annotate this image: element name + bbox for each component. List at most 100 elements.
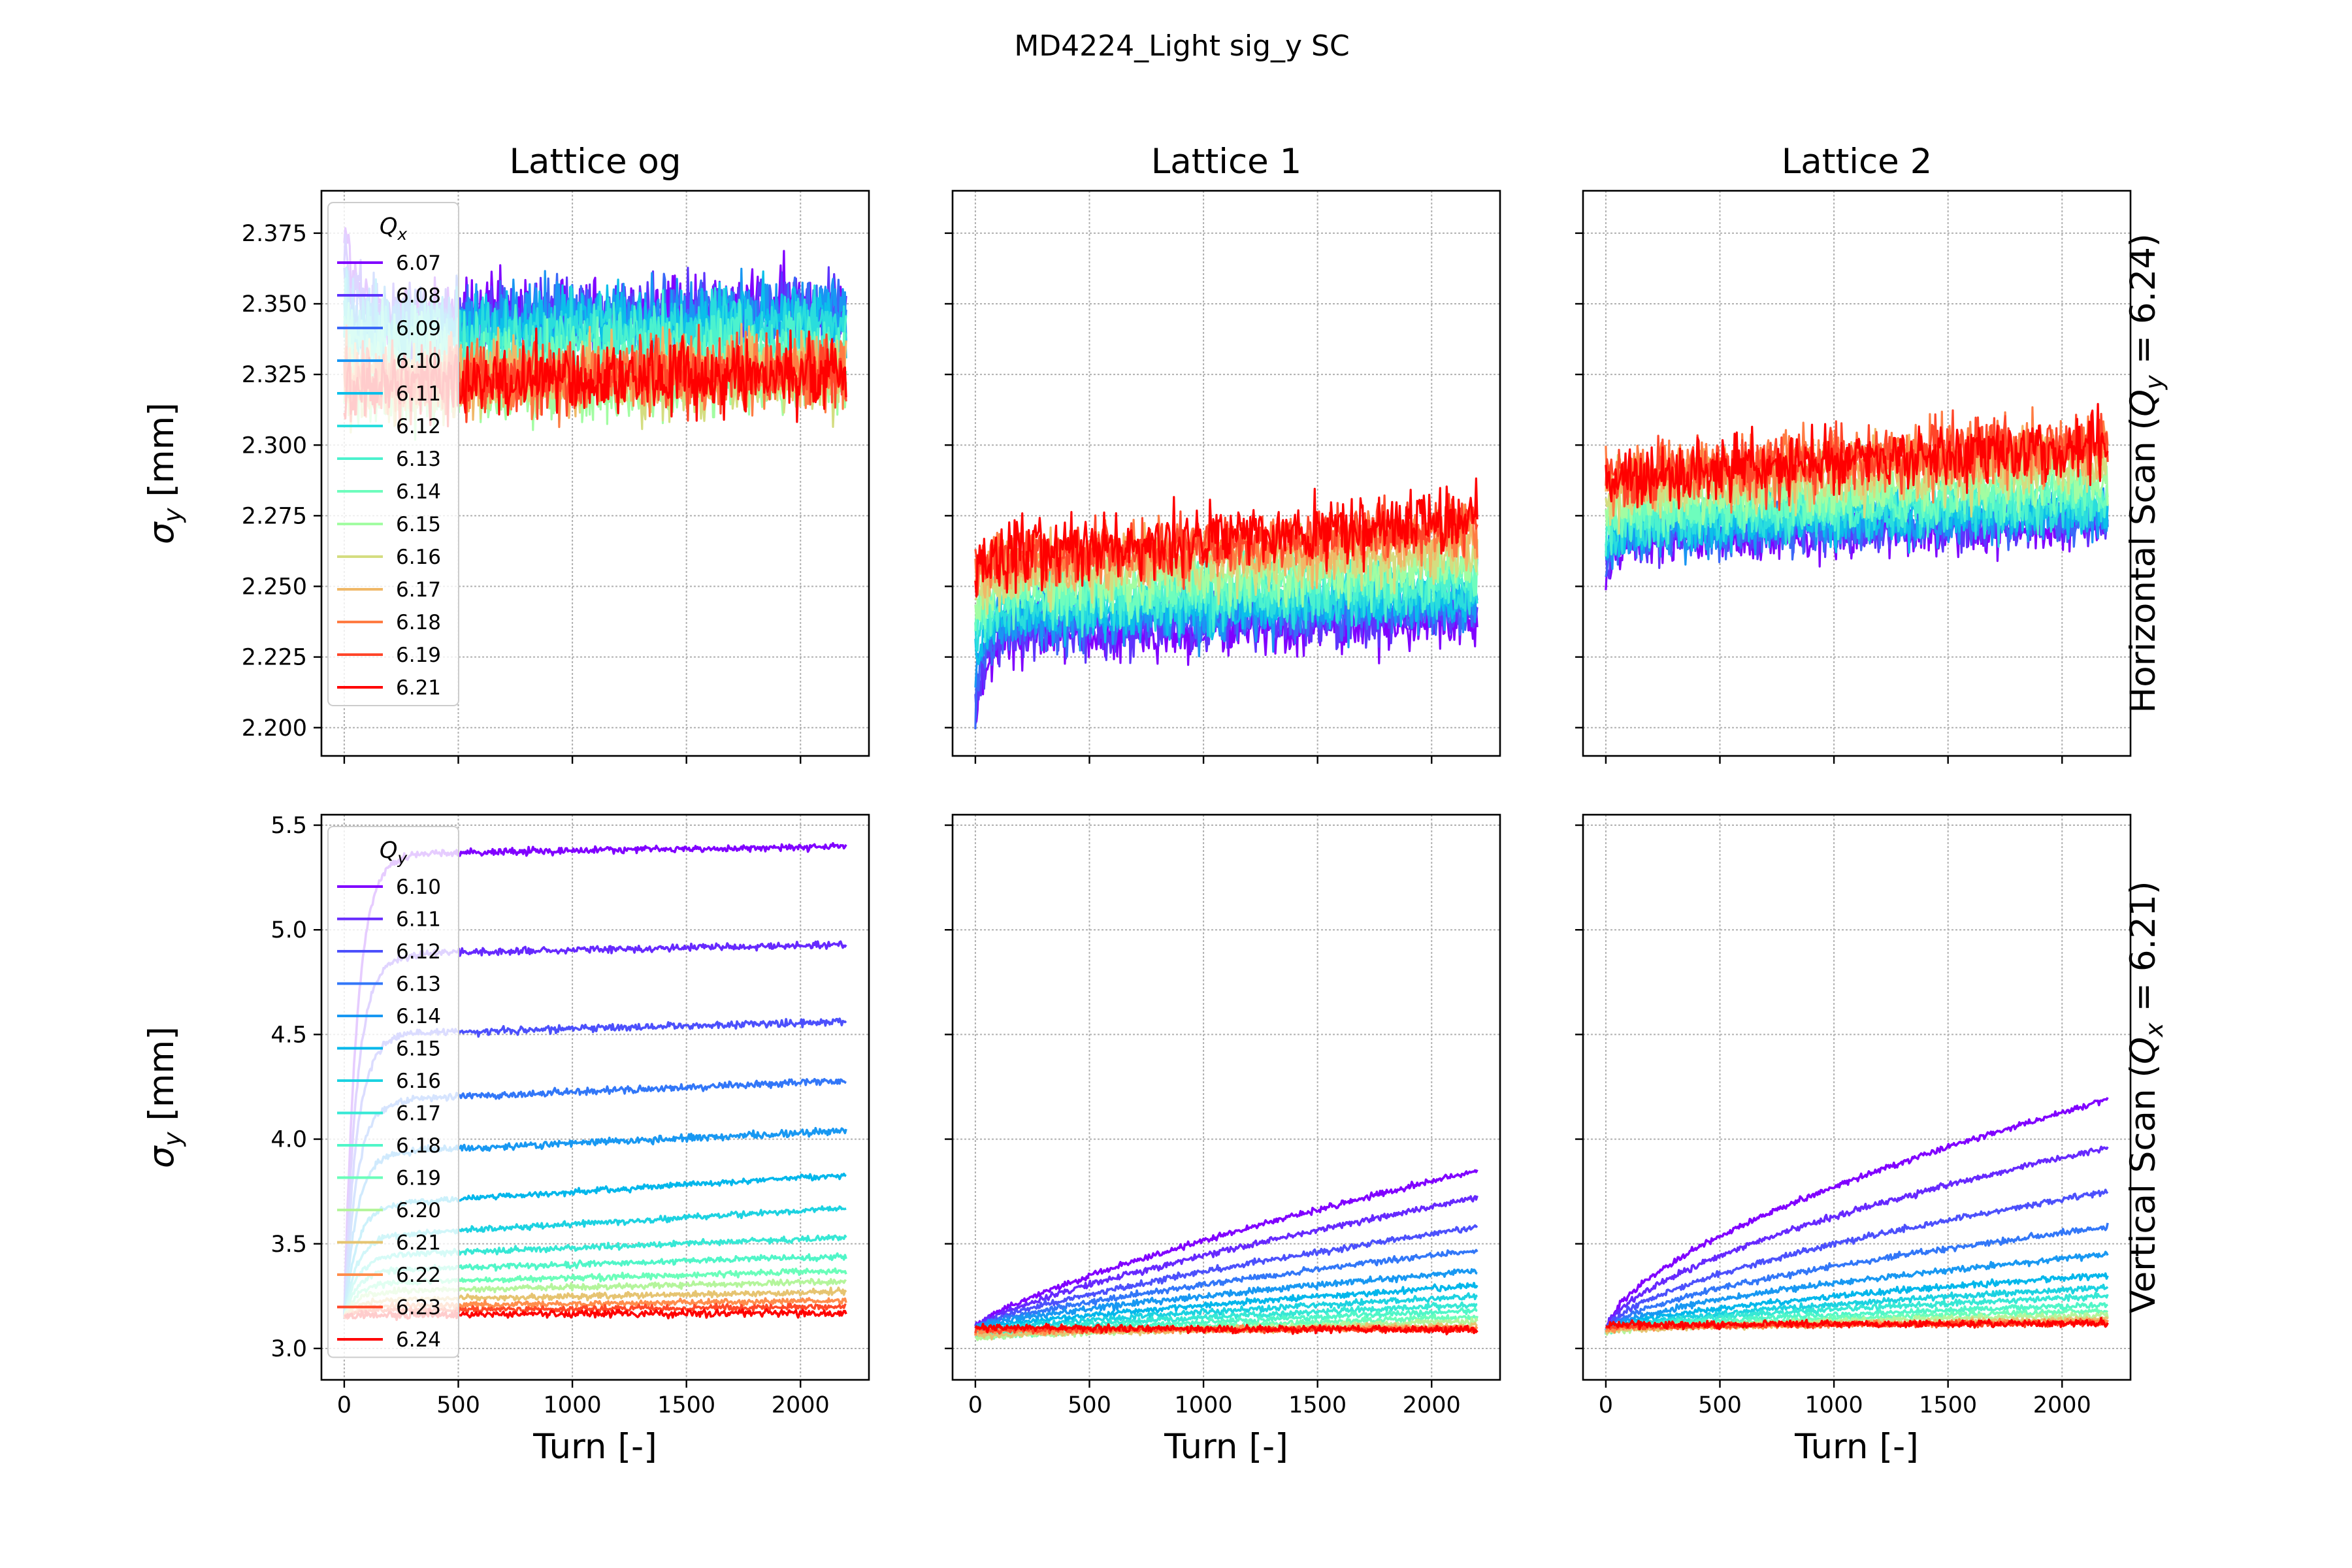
legend-entry: 6.07 [396,252,441,275]
legend-entry: 6.13 [396,973,441,996]
ticks: 0 500 1000 1500 2000 [1575,824,2091,1418]
series-line-6.10 [1605,1096,2109,1334]
x-tick-label: 1000 [544,1392,602,1418]
legend-title: Qy [380,838,408,868]
series-line-6.12 [1605,1188,2109,1331]
panel-horizontal-2: Lattice 1 [945,142,1501,764]
y-tick-label: 2.375 [242,221,307,247]
ticks [945,232,1433,764]
figure-title: MD4224_Light sig_y SC [1014,29,1349,63]
row-label-horizontal: Horizontal Scan (Qy = 6.24) [2123,233,2168,713]
series-line-6.16 [974,1292,1478,1334]
y-tick-label: 5.0 [270,917,307,943]
legend-entry: 6.15 [396,513,441,536]
y-tick-label: 5.5 [270,813,307,839]
y-tick-label: 2.300 [242,433,307,459]
x-tick-label: 0 [968,1392,983,1418]
legend-entry: 6.08 [396,284,441,308]
x-tick-label: 2000 [2033,1392,2091,1418]
legend-entry: 6.19 [396,644,441,667]
legend-entry: 6.09 [396,317,441,340]
y-tick-label: 4.0 [270,1127,307,1153]
axes-frame [1582,189,2132,757]
y-tick-label: 3.5 [270,1232,307,1258]
legend-entry: 6.20 [396,1199,441,1222]
legend: Qy 6.10 6.11 6.12 6.13 6.14 6.15 6.16 6.17 6.18 6.… [327,826,459,1358]
y-tick-label: 3.0 [270,1336,307,1362]
legend-entry: 6.10 [396,875,441,899]
axes-frame [951,189,1501,757]
panel-title: Lattice 1 [1151,142,1302,182]
ticks: 0 500 1000 1500 2000 [945,824,1461,1418]
x-axis-label: Turn [-] [532,1427,657,1467]
x-axis-label: Turn [-] [1164,1427,1288,1467]
y-tick-label: 2.275 [242,503,307,529]
legend-entry: 6.24 [396,1328,441,1352]
series-line-6.24 [974,1322,1478,1335]
axes-frame [320,189,870,757]
series-line-6.14 [1605,1250,2109,1333]
series-group [974,477,1478,730]
x-tick-label: 500 [1068,1392,1111,1418]
x-tick-label: 500 [1698,1392,1742,1418]
y-tick-label: 2.225 [242,645,307,671]
x-axis-label: Turn [-] [1794,1427,1919,1467]
panel-title: Lattice og [510,142,681,182]
series-line-6.13 [1605,1222,2109,1330]
axes-frame [951,813,1501,1381]
series-group [1605,402,2109,591]
panel-vertical-3: 0 500 1000 1500 2000 Turn [-] [1575,813,2132,1467]
series-line-6.21 [1605,402,2109,510]
series-line-6.11 [974,1195,1478,1327]
y-tick-label: 4.5 [270,1022,307,1048]
legend-entry: 6.19 [396,1167,441,1190]
series-group [1605,1096,2109,1336]
ticks: 2.200 2.225 2.250 2.275 2.300 2.325 2.350 2.375 [242,221,802,764]
panel-vertical-2: 0 500 1000 1500 2000 Turn [-] [945,813,1501,1467]
series-line-6.24 [1605,1316,2109,1331]
legend: Qx 6.07 6.08 6.09 6.10 6.11 6.12 6.13 6.14 6.15 6.… [327,202,459,706]
y-tick-label: 2.200 [242,715,307,742]
series-line-6.14 [975,1268,1478,1330]
x-tick-label: 1000 [1175,1392,1233,1418]
x-tick-label: 0 [337,1392,351,1418]
ticks [1575,232,2063,764]
legend-entry: 6.21 [396,1232,441,1255]
legend-entry: 6.11 [396,382,441,406]
legend-entry: 6.16 [396,1070,441,1093]
legend-entry: 6.21 [396,676,441,700]
series-line-6.15 [975,1282,1478,1332]
legend-entry: 6.18 [396,611,441,634]
x-tick-label: 2000 [772,1392,830,1418]
x-tick-label: 1500 [1288,1392,1347,1418]
x-tick-label: 1000 [1805,1392,1863,1418]
series-line-6.11 [1605,1145,2109,1331]
series-line-6.13 [974,1249,1478,1329]
legend-entry: 6.14 [396,1005,441,1028]
legend-entry: 6.22 [396,1264,441,1287]
y-tick-label: 2.350 [242,291,307,318]
y-tick-label: 2.250 [242,574,307,600]
y-tick-label: 2.325 [242,362,307,388]
series-line-6.15 [1605,1272,2109,1334]
legend-entry: 6.10 [396,350,441,373]
series-line-6.16 [1605,1283,2109,1335]
x-tick-label: 500 [436,1392,480,1418]
series-line-6.21 [974,477,1478,598]
panel-title: Lattice 2 [1782,142,1933,182]
series-line-6.10 [974,1169,1478,1329]
legend-entry: 6.14 [396,480,441,504]
legend-entry: 6.13 [396,448,441,471]
legend-entry: 6.18 [396,1134,441,1158]
row-labels: Horizontal Scan (Qy = 6.24) Vertical Scan… [2123,233,2168,1313]
panel-vertical-1: 0 500 1000 1500 2000 3.0 3.5 4.0 4.5 5.0 5.5 Turn [… [142,813,870,1467]
legend-entry: 6.17 [396,578,441,602]
axes-frame [1582,813,2132,1381]
x-tick-label: 1500 [1919,1392,1977,1418]
ticks: 0 500 1000 1500 2000 3.0 3.5 4.0 4.5 5.0 5.5 [270,813,829,1418]
legend-entry: 6.15 [396,1037,441,1061]
axes-frame [320,813,870,1381]
legend-entry: 6.16 [396,546,441,569]
series-line-6.12 [974,1224,1478,1329]
